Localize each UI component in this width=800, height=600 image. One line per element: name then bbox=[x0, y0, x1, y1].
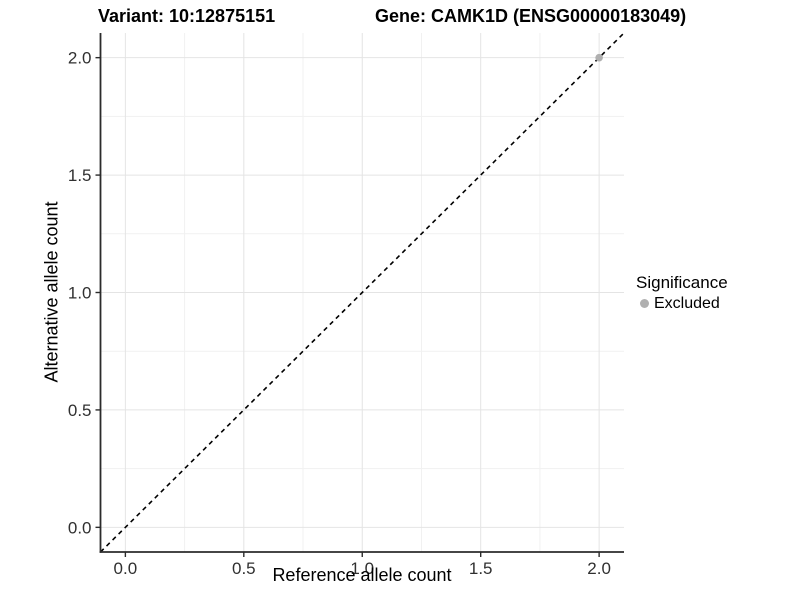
svg-text:1.0: 1.0 bbox=[350, 559, 374, 578]
legend-title: Significance bbox=[636, 273, 728, 292]
svg-text:0.0: 0.0 bbox=[68, 518, 92, 537]
x-axis-title: Reference allele count bbox=[272, 565, 452, 585]
svg-text:1.5: 1.5 bbox=[469, 559, 493, 578]
legend-point-icon bbox=[640, 299, 649, 308]
plot-title-gene: Gene: CAMK1D (ENSG00000183049) bbox=[375, 6, 687, 26]
svg-text:0.5: 0.5 bbox=[232, 559, 256, 578]
svg-text:0.5: 0.5 bbox=[68, 401, 92, 420]
plot-title-variant: Variant: 10:12875151 bbox=[98, 6, 276, 26]
svg-text:1.0: 1.0 bbox=[68, 284, 92, 303]
svg-text:2.0: 2.0 bbox=[587, 559, 611, 578]
svg-text:0.0: 0.0 bbox=[114, 559, 138, 578]
y-axis-title: Alternative allele count bbox=[41, 201, 62, 383]
legend-entry-label: Excluded bbox=[654, 295, 720, 312]
svg-text:2.0: 2.0 bbox=[68, 49, 92, 68]
legend-entry-excluded: Excluded bbox=[636, 294, 728, 313]
svg-text:1.5: 1.5 bbox=[68, 166, 92, 185]
legend: Significance Excluded bbox=[636, 272, 728, 313]
